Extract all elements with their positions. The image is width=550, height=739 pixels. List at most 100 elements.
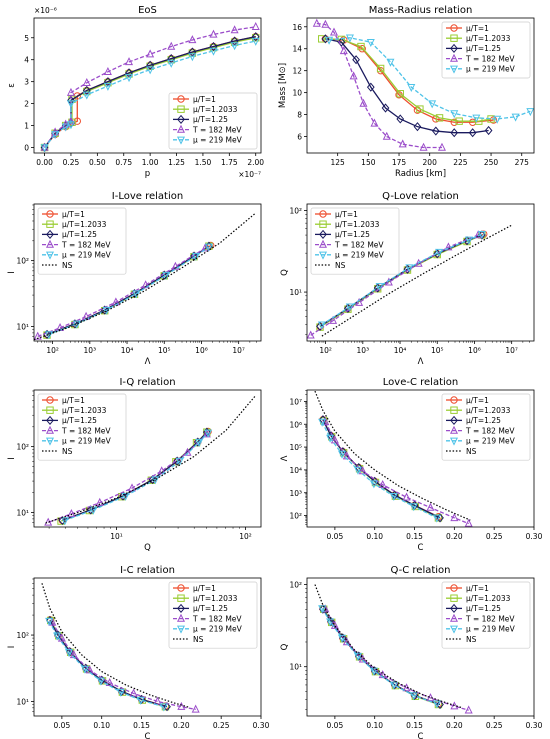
legend-label: μ/T=1.25: [466, 416, 501, 425]
legend-marker: [177, 584, 185, 592]
series-line: [316, 22, 442, 149]
x-tick-label: 275: [515, 158, 530, 167]
x-tick-label: 200: [423, 158, 438, 167]
data-point: [157, 466, 166, 475]
series-5: [318, 418, 441, 523]
data-point: [183, 447, 192, 456]
legend-label: μ = 219 MeV: [193, 625, 243, 634]
y-tick-label: 10¹: [289, 663, 302, 672]
data-point: [358, 45, 366, 53]
series-6: [314, 584, 463, 709]
series-3: [46, 615, 171, 712]
data-point: [312, 18, 321, 27]
series-line: [310, 234, 479, 336]
data-point: [426, 502, 435, 511]
series-5: [40, 37, 260, 153]
data-point: [307, 330, 315, 339]
plot-area: [314, 390, 473, 527]
data-point: [329, 27, 339, 36]
data-point: [464, 236, 473, 245]
series-line: [44, 40, 256, 148]
data-point: [40, 144, 49, 153]
data-point: [450, 128, 459, 138]
legend-label: NS: [62, 447, 73, 456]
data-point: [51, 131, 60, 140]
x-tick-label: 0.25: [63, 158, 80, 167]
x-tick-label: 0.20: [446, 721, 463, 730]
data-point: [103, 66, 112, 75]
y-tick-label: 10⁷: [289, 397, 302, 406]
chart-title: Love-C relation: [383, 377, 458, 388]
y-tick-label: 3: [24, 78, 29, 87]
x-tick-label: 0.10: [366, 532, 383, 541]
series-line: [325, 38, 494, 123]
legend-label: μ/T=1.25: [466, 44, 501, 53]
chart-title: I-Q relation: [119, 377, 175, 388]
data-point: [132, 290, 141, 299]
x-tick-label: 0.05: [54, 721, 71, 730]
x-tick-label: 10⁷: [505, 346, 518, 355]
x-tick-label: 10³: [84, 346, 97, 355]
legend-label: μ/T=1.25: [466, 604, 501, 613]
series-5: [60, 429, 213, 526]
chart-title: Q-Love relation: [382, 191, 459, 202]
y-tick-label: 10¹: [289, 288, 302, 297]
data-point: [136, 696, 145, 705]
plot-area: [34, 212, 256, 341]
chart-2: Mass-Radius relation 125 150 175 200 225 250 27…: [278, 5, 535, 179]
data-point: [381, 103, 390, 113]
series-line: [321, 608, 438, 705]
series-line: [324, 608, 469, 711]
plot-area: [41, 583, 200, 713]
y-tick-label: 10²: [289, 207, 302, 216]
series-line: [321, 421, 438, 519]
legend-label: NS: [466, 447, 477, 456]
legend-marker: [176, 625, 186, 634]
series-4: [34, 243, 210, 340]
x-tick-label: 0.25: [213, 721, 230, 730]
y-tick-label: 16: [292, 23, 302, 32]
y-tick-label: 10⁵: [289, 443, 302, 452]
plot-area: [307, 224, 512, 339]
data-point: [326, 618, 335, 627]
legend-label: μ/T=1: [62, 396, 85, 405]
x-tick-label: 0.25: [486, 532, 503, 541]
data-point: [396, 90, 404, 98]
x-tick-label: 0.30: [526, 721, 543, 730]
axes-frame: [306, 203, 535, 342]
legend-marker: [449, 53, 459, 62]
series-line: [322, 419, 441, 519]
legend-label: μ = 219 MeV: [466, 625, 516, 634]
legend-marker: [450, 594, 458, 602]
legend-label: μ = 219 MeV: [62, 437, 112, 446]
x-tick-label: 0.15: [406, 721, 423, 730]
chart-3: I-Love relation 10² 10³ 10⁴ 10⁵ 10⁶ 10⁷ 10¹ 10² Λ…: [7, 191, 262, 367]
data-point: [177, 701, 186, 710]
x-tick-label: 1.75: [221, 158, 238, 167]
y-tick-label: 10²: [16, 443, 29, 452]
data-point: [450, 701, 459, 710]
x-tick-label: 0.10: [93, 721, 110, 730]
legend-label: NS: [466, 635, 477, 644]
data-point: [319, 604, 327, 614]
plot-area: [40, 21, 260, 153]
data-point: [484, 125, 493, 136]
y-tick-label: 10¹: [16, 323, 29, 332]
data-point: [353, 466, 362, 475]
x-axis-label: C: [418, 732, 424, 739]
y-axis-label: I: [7, 646, 17, 649]
data-point: [80, 665, 89, 674]
chart-4: Q-Love relation 10² 10³ 10⁴ 10⁵ 10⁶ 10⁷ 10¹ 10² Λ…: [280, 191, 535, 367]
legend-label: μ = 219 MeV: [466, 437, 516, 446]
data-point: [188, 35, 197, 44]
data-point: [209, 41, 218, 52]
data-point: [128, 483, 137, 492]
series-line: [47, 433, 208, 523]
data-point: [428, 100, 437, 109]
legend-label: μ/T=1: [62, 210, 85, 219]
